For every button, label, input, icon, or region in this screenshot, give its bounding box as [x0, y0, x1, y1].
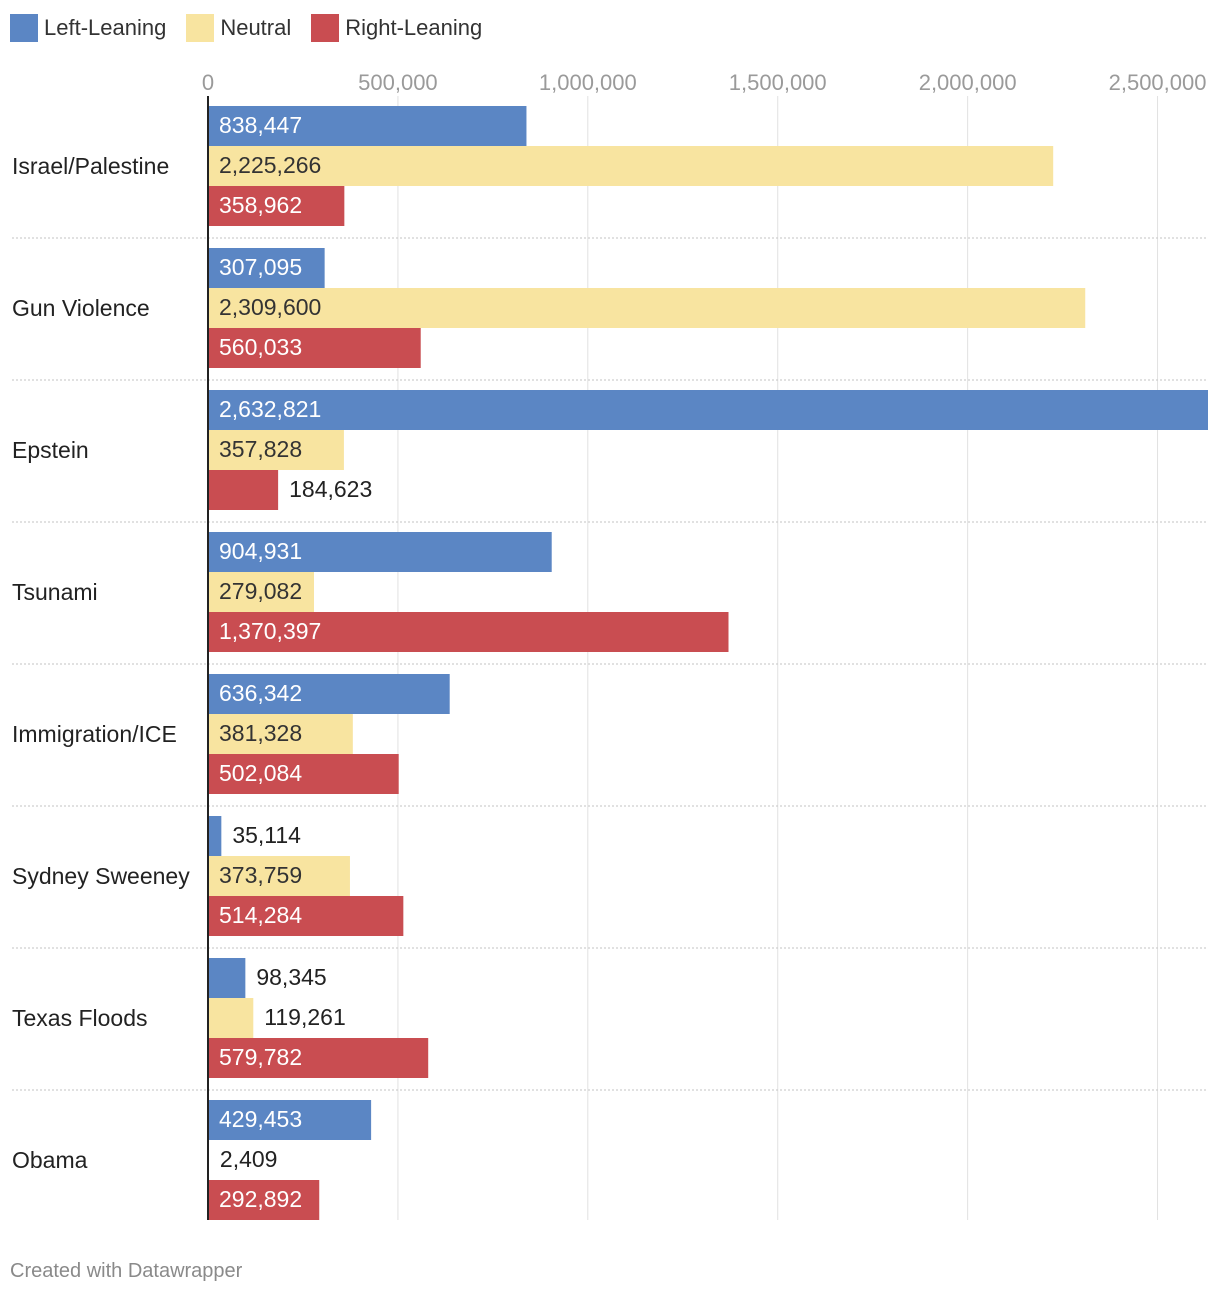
bar-left-leaning-epstein [208, 390, 1208, 430]
category-label-tsunami: Tsunami [12, 579, 98, 605]
bar-right-leaning-tsunami [208, 612, 729, 652]
bar-neutral-epstein [208, 430, 344, 470]
bar-neutral-israel-palestine [208, 146, 1054, 186]
bar-left-leaning-gun-violence [208, 248, 325, 288]
x-tick-label: 1,500,000 [729, 70, 827, 95]
data-label-left-leaning-gun-violence: 307,095 [219, 254, 302, 280]
category-label-gun-violence: Gun Violence [12, 295, 150, 321]
bar-left-leaning-sydney-sweeney [208, 816, 222, 856]
bar-neutral-texas-floods [208, 998, 254, 1038]
data-label-left-leaning-tsunami: 904,931 [219, 538, 302, 564]
data-label-neutral-epstein: 357,828 [219, 436, 302, 462]
legend-label-right-leaning: Right-Leaning [345, 15, 483, 40]
legend-swatch-right-leaning [311, 14, 340, 42]
bar-right-leaning-israel-palestine [208, 186, 345, 226]
data-label-left-leaning-texas-floods: 98,345 [256, 964, 326, 990]
bar-left-leaning-israel-palestine [208, 106, 527, 146]
category-label-epstein: Epstein [12, 437, 89, 463]
legend-label-left-leaning: Left-Leaning [44, 15, 167, 40]
data-label-neutral-tsunami: 279,082 [219, 578, 302, 604]
data-label-neutral-immigration-ice: 381,328 [219, 720, 302, 746]
legend-item-right-leaning: Right-Leaning [311, 14, 482, 42]
legend-item-left-leaning: Left-Leaning [10, 14, 166, 42]
bar-right-leaning-sydney-sweeney [208, 896, 404, 936]
legend-label-neutral: Neutral [220, 15, 292, 40]
bar-left-leaning-obama [208, 1100, 372, 1140]
category-label-sydney-sweeney: Sydney Sweeney [12, 863, 190, 889]
data-label-right-leaning-texas-floods: 579,782 [219, 1044, 302, 1070]
data-label-right-leaning-obama: 292,892 [219, 1186, 302, 1212]
x-tick-label: 1,000,000 [539, 70, 637, 95]
footer-credit: Created with Datawrapper [10, 1260, 243, 1282]
data-label-neutral-texas-floods: 119,261 [264, 1004, 345, 1030]
data-label-left-leaning-sydney-sweeney: 35,114 [232, 822, 301, 848]
x-tick-label: 2,000,000 [919, 70, 1017, 95]
bar-neutral-immigration-ice [208, 714, 353, 754]
x-tick-label: 500,000 [358, 70, 438, 95]
bar-right-leaning-obama [208, 1180, 320, 1220]
data-label-neutral-israel-palestine: 2,225,266 [219, 152, 321, 178]
bar-neutral-sydney-sweeney [208, 856, 350, 896]
data-label-left-leaning-israel-palestine: 838,447 [219, 112, 302, 138]
bar-right-leaning-immigration-ice [208, 754, 399, 794]
bar-right-leaning-epstein [208, 470, 279, 510]
data-label-right-leaning-israel-palestine: 358,962 [219, 192, 302, 218]
data-label-right-leaning-tsunami: 1,370,397 [219, 618, 321, 644]
data-label-right-leaning-sydney-sweeney: 514,284 [219, 902, 302, 928]
bar-left-leaning-tsunami [208, 532, 552, 572]
category-label-texas-floods: Texas Floods [12, 1005, 148, 1031]
data-label-neutral-sydney-sweeney: 373,759 [219, 862, 302, 888]
legend: Left-Leaning Neutral Right-Leaning [10, 12, 482, 44]
bar-right-leaning-texas-floods [208, 1038, 429, 1078]
bar-chart: 0 500,000 1,000,000 1,500,000 2,000,000 2,500… [12, 70, 1208, 1220]
bar-right-leaning-gun-violence [208, 328, 421, 368]
data-label-neutral-gun-violence: 2,309,600 [219, 294, 321, 320]
legend-item-neutral: Neutral [186, 14, 291, 42]
bar-left-leaning-immigration-ice [208, 674, 450, 714]
data-label-right-leaning-immigration-ice: 502,084 [219, 760, 302, 786]
bar-left-leaning-texas-floods [208, 958, 246, 998]
x-tick-label: 0 [202, 70, 214, 95]
data-label-neutral-obama: 2,409 [220, 1146, 278, 1172]
x-tick-label: 2,500,000 [1109, 70, 1207, 95]
category-label-israel-palestine: Israel/Palestine [12, 153, 169, 179]
data-label-left-leaning-epstein: 2,632,821 [219, 396, 321, 422]
legend-swatch-left-leaning [10, 14, 38, 42]
data-label-left-leaning-immigration-ice: 636,342 [219, 680, 302, 706]
bar-neutral-gun-violence [208, 288, 1086, 328]
data-label-right-leaning-epstein: 184,623 [289, 476, 372, 502]
data-label-left-leaning-obama: 429,453 [219, 1106, 302, 1132]
category-label-obama: Obama [12, 1147, 88, 1173]
category-label-immigration-ice: Immigration/ICE [12, 721, 177, 747]
bar-neutral-tsunami [208, 572, 315, 612]
legend-swatch-neutral [186, 14, 215, 42]
data-label-right-leaning-gun-violence: 560,033 [219, 334, 302, 360]
